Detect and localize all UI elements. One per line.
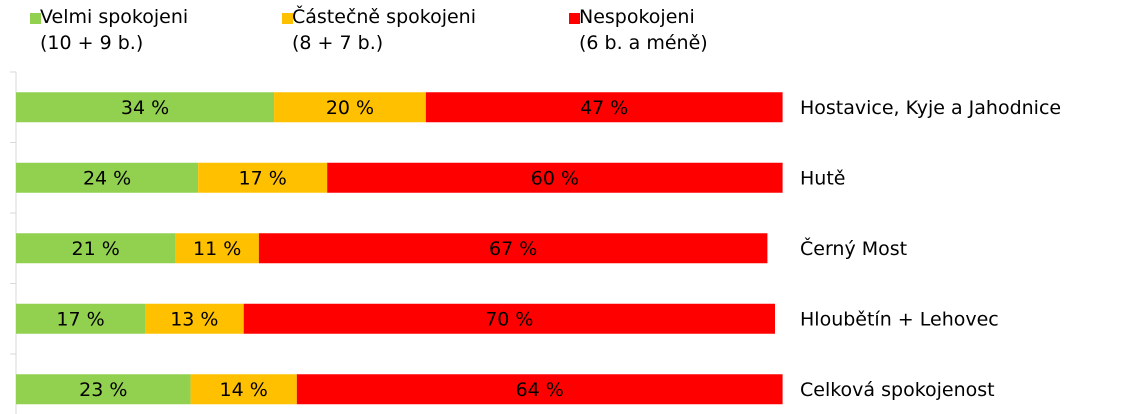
bar-segment	[16, 374, 191, 405]
bar-segment	[296, 374, 783, 405]
bar-segment	[198, 162, 328, 193]
bar-segment	[258, 233, 768, 264]
category-label: Hutě	[800, 167, 845, 189]
bar-segment	[425, 92, 783, 123]
legend-item: Velmi spokojeni (10 + 9 b.)	[30, 4, 189, 56]
value-label: 17 %	[239, 167, 287, 189]
legend-label: Částečně spokojeni (8 + 7 b.)	[292, 6, 476, 54]
bar-segment	[16, 92, 275, 123]
value-label: 17 %	[56, 308, 104, 330]
value-label: 23 %	[79, 379, 127, 401]
value-label: 21 %	[72, 238, 120, 260]
category-label: Černý Most	[800, 236, 907, 260]
bar-segment	[16, 233, 176, 264]
bar-segment	[16, 162, 199, 193]
legend-swatch	[282, 13, 293, 24]
legend-swatch	[30, 13, 41, 24]
value-label: 60 %	[531, 167, 579, 189]
legend-label: Velmi spokojeni (10 + 9 b.)	[40, 6, 189, 54]
value-label: 34 %	[121, 97, 169, 119]
value-label: 67 %	[489, 238, 537, 260]
value-label: 70 %	[485, 308, 533, 330]
category-label: Hloubětín + Lehovec	[800, 308, 999, 330]
legend-swatch	[569, 13, 580, 24]
legend-item: Nespokojeni (6 b. a méně)	[569, 4, 708, 56]
value-label: 20 %	[326, 97, 374, 119]
value-label: 47 %	[580, 97, 628, 119]
value-label: 24 %	[83, 167, 131, 189]
category-label: Hostavice, Kyje a Jahodnice	[800, 97, 1061, 119]
bar-segment	[327, 162, 783, 193]
bar-segment	[145, 303, 244, 334]
bar-segment	[243, 303, 775, 334]
value-label: 13 %	[170, 308, 218, 330]
legend-label: Nespokojeni (6 b. a méně)	[579, 6, 708, 54]
category-label: Celková spokojenost	[800, 379, 995, 401]
bar-segment	[190, 374, 297, 405]
value-label: 11 %	[193, 238, 241, 260]
bar-segment	[175, 233, 259, 264]
value-label: 64 %	[516, 379, 564, 401]
legend-item: Částečně spokojeni (8 + 7 b.)	[282, 4, 476, 56]
bar-segment	[274, 92, 426, 123]
value-label: 14 %	[220, 379, 268, 401]
bar-segment	[16, 303, 146, 334]
